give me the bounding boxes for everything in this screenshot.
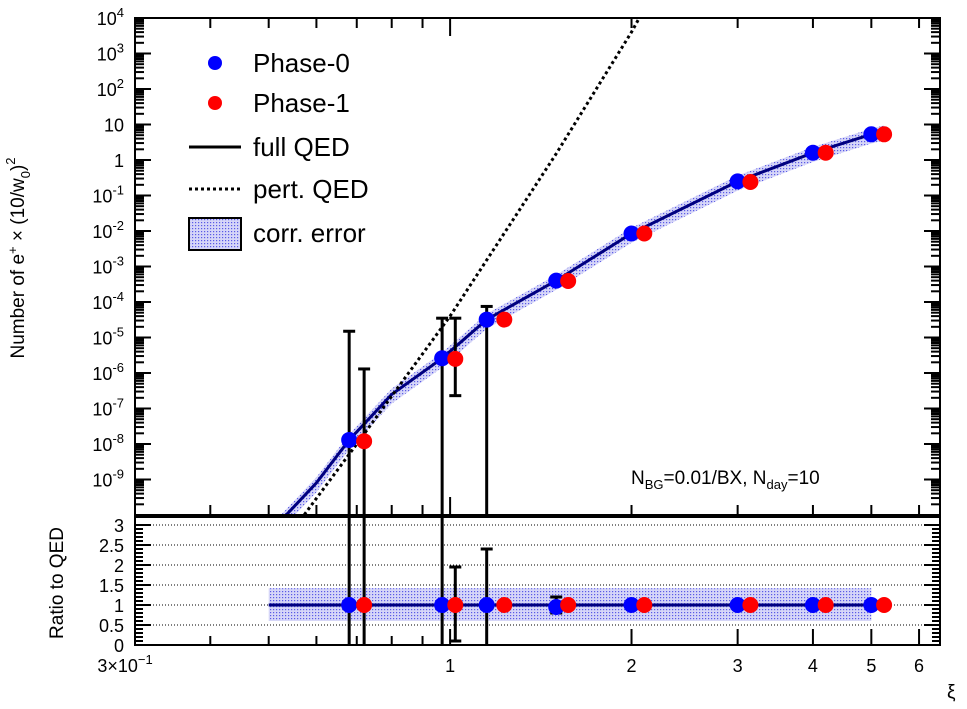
- qed-curves: [284, 18, 885, 515]
- ratio-point-phase1-5: [742, 597, 759, 613]
- y-tick-label: 10-2: [92, 218, 124, 242]
- point-phase1-5: [742, 174, 759, 191]
- point-phase0-0: [341, 431, 358, 448]
- point-phase0-1: [434, 350, 451, 367]
- y-tick-label: 10-5: [92, 325, 124, 349]
- ratio-panel: 00.511.522.53 3×10−1 1 2 3 4 5 6 Ratio to QED …: [47, 516, 956, 703]
- legend-marker-phase0: [208, 56, 222, 70]
- y-tick-label: 10-7: [92, 396, 124, 420]
- legend-label-full-qed: full QED: [253, 132, 350, 162]
- ratio-y-tick-label: 0.5: [99, 616, 124, 636]
- y-tick-label: 103: [97, 41, 124, 65]
- ratio-point-phase0-0: [341, 597, 358, 613]
- y-tick-label: 10-3: [92, 254, 124, 278]
- y-tick-label: 104: [97, 5, 124, 29]
- x-tick-label: 4: [808, 656, 818, 676]
- point-phase1-7: [876, 126, 893, 143]
- y-tick-label: 10-8: [92, 431, 124, 455]
- ratio-point-phase1-4: [636, 597, 653, 613]
- ratio-x-ticks: 3×10−1 1 2 3 4 5 6: [97, 629, 924, 676]
- ratio-point-phase0-2: [478, 597, 495, 613]
- main-panel: 10410310210110-110-210-310-410-510-610-7…: [3, 5, 941, 516]
- legend-label-phase0: Phase-0: [253, 48, 350, 78]
- legend-label-phase1: Phase-1: [253, 88, 350, 118]
- main-frame: [134, 17, 941, 516]
- ratio-y-ticks: 00.511.522.53: [99, 516, 940, 656]
- main-y-ticks: 10410310210110-110-210-310-410-510-610-7…: [92, 5, 940, 516]
- point-phase1-3: [560, 273, 577, 290]
- point-phase0-4: [623, 225, 640, 242]
- x-tick-label: 2: [627, 656, 637, 676]
- y-tick-label: 102: [97, 76, 124, 100]
- ratio-y-tick-label: 1: [114, 596, 124, 616]
- legend: Phase-0 Phase-1 full QED pert. QED corr.…: [188, 48, 369, 251]
- ratio-point-phase1-3: [560, 597, 577, 613]
- ratio-point-phase0-6: [804, 597, 821, 613]
- ratio-point-phase0-3: [548, 599, 565, 615]
- y-tick-label: 10-9: [92, 467, 124, 491]
- point-phase1-1: [447, 350, 464, 367]
- x-tick-label: 5: [866, 656, 876, 676]
- legend-swatch-corr-error: [188, 217, 242, 251]
- y-tick-label: 10-1: [92, 183, 124, 207]
- point-phase1-6: [817, 144, 834, 161]
- x-tick-label: 3×10−1: [97, 652, 152, 676]
- legend-label-corr-error: corr. error: [253, 218, 366, 248]
- ratio-point-phase1-1: [447, 597, 464, 613]
- legend-marker-phase1: [208, 96, 222, 110]
- ratio-point-phase1-0: [356, 597, 373, 613]
- main-points: [341, 126, 893, 450]
- curve-pert-qed: [302, 18, 641, 515]
- x-axis-title: ξ: [947, 682, 956, 703]
- y-tick-label: 10-6: [92, 360, 124, 384]
- point-phase1-0: [356, 433, 373, 450]
- point-phase1-4: [636, 225, 653, 242]
- ratio-point-phase1-7: [876, 597, 893, 613]
- point-phase0-2: [478, 311, 495, 328]
- x-tick-label: 3: [733, 656, 743, 676]
- point-phase0-3: [548, 272, 565, 289]
- ratio-y-tick-label: 3: [114, 516, 124, 536]
- y-tick-label: 10: [104, 116, 124, 136]
- ratio-point-phase1-2: [496, 597, 513, 613]
- ratio-point-phase0-4: [623, 597, 640, 613]
- x-tick-label: 1: [445, 656, 455, 676]
- ratio-frame: [134, 516, 941, 646]
- ratio-y-tick-label: 2.5: [99, 536, 124, 556]
- annotation-nbg: NBG=0.01/BX, Nday=10: [631, 468, 820, 492]
- ratio-y-tick-label: 2: [114, 556, 124, 576]
- ratio-point-phase0-7: [863, 597, 880, 613]
- y-tick-label: 10-4: [92, 289, 124, 313]
- ratio-y-tick-label: 1.5: [99, 576, 124, 596]
- ratio-point-phase0-5: [729, 597, 746, 613]
- point-phase1-2: [496, 311, 513, 328]
- point-phase0-7: [863, 126, 880, 143]
- x-tick-label: 6: [914, 656, 924, 676]
- main-y-axis-title: Number of e+ × (10/w0)2: [3, 157, 33, 358]
- ratio-y-axis-title: Ratio to QED: [47, 527, 68, 639]
- y-tick-label: 1: [114, 151, 124, 171]
- ratio-point-phase1-6: [817, 597, 834, 613]
- ratio-y-tick-label: 0: [114, 636, 124, 656]
- point-phase0-6: [804, 144, 821, 161]
- ratio-point-phase0-1: [434, 597, 451, 613]
- ratio-points: [341, 597, 893, 615]
- point-phase0-5: [729, 173, 746, 190]
- legend-label-pert-qed: pert. QED: [253, 174, 369, 204]
